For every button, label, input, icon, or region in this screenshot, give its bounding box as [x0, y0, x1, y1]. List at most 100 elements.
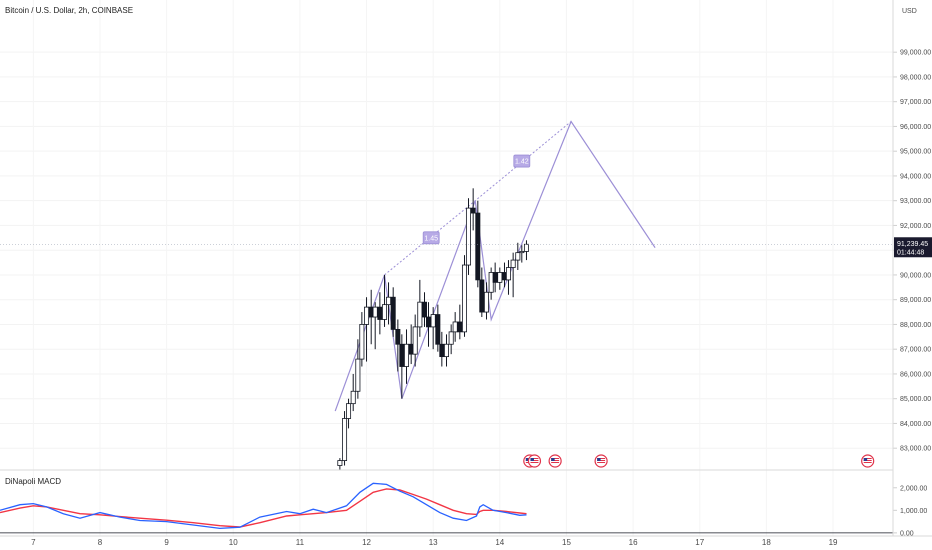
flag-icon-canton [525, 458, 530, 461]
candle[interactable] [412, 314, 418, 367]
candle[interactable] [417, 279, 423, 337]
candle[interactable] [457, 304, 463, 340]
candle-body [515, 252, 521, 261]
price-tick-label: 83,000.00 [900, 446, 931, 453]
price-tick-label: 97,000.00 [900, 99, 931, 106]
candle-body [448, 331, 454, 345]
candles[interactable] [0, 188, 893, 471]
candle[interactable] [488, 267, 494, 300]
candle[interactable] [408, 324, 414, 365]
candle-body [364, 306, 370, 325]
pattern-ratio-box[interactable] [422, 231, 440, 245]
candle[interactable] [422, 292, 428, 327]
candle[interactable] [377, 292, 383, 335]
macd-tick-label: 1,000.00 [900, 508, 927, 515]
candle[interactable] [346, 398, 352, 429]
time-tick-label: 11 [296, 538, 305, 547]
flag-icon-canton [530, 458, 534, 461]
candle-body [342, 418, 348, 461]
candle[interactable] [461, 255, 467, 337]
last-price-box [894, 237, 932, 258]
candle[interactable] [368, 289, 374, 345]
event-markers[interactable] [523, 454, 875, 468]
candle[interactable] [386, 282, 392, 325]
candle-body [492, 272, 498, 283]
candle[interactable] [452, 312, 458, 342]
candle[interactable] [523, 240, 529, 261]
candle[interactable] [470, 188, 476, 231]
us-flag-event-icon[interactable] [861, 454, 875, 468]
candle-body [488, 272, 494, 293]
us-flag-event-icon[interactable] [548, 454, 562, 468]
pattern-ratio-label: 1.45 [424, 235, 438, 242]
candle[interactable] [479, 267, 485, 318]
candle-body [386, 296, 392, 306]
candle-body [519, 251, 525, 254]
pattern-ratio-box[interactable] [513, 154, 531, 168]
flag-icon-canton [551, 458, 555, 461]
macd-tick-label: 2,000.00 [900, 485, 927, 492]
currency-label[interactable]: USD [902, 8, 917, 15]
time-tick-label: 17 [695, 538, 704, 547]
candle[interactable] [497, 267, 503, 290]
price-tick-label: 86,000.00 [900, 371, 931, 378]
harmonic-pattern[interactable]: 1.45 1.42 [334, 120, 656, 412]
time-tick-label: 18 [762, 538, 771, 547]
candle-body [346, 403, 352, 419]
candle[interactable] [492, 262, 498, 293]
candle[interactable] [465, 198, 471, 275]
candle[interactable] [435, 304, 441, 352]
macd-line[interactable] [0, 482, 527, 530]
candle-body [412, 326, 418, 355]
candle-body [377, 306, 383, 320]
candle-body [457, 321, 463, 333]
candle-body [479, 279, 485, 313]
pattern-ratio-label: 1.42 [515, 159, 529, 166]
candle[interactable] [426, 302, 432, 347]
candle[interactable] [337, 458, 343, 471]
candle[interactable] [505, 260, 511, 295]
flag-icon-canton [597, 458, 601, 461]
candle[interactable] [483, 282, 489, 320]
candle-body [465, 207, 471, 266]
macd-signal-line[interactable] [0, 488, 527, 528]
time-tick-label: 15 [562, 538, 571, 547]
price-tick-label: 84,000.00 [900, 421, 931, 428]
price-tick-label: 95,000.00 [900, 149, 931, 156]
macd-pane[interactable] [0, 482, 897, 534]
candle[interactable] [519, 245, 525, 263]
candle-body [395, 328, 401, 345]
candle[interactable] [382, 274, 388, 327]
us-flag-event-icon[interactable] [594, 454, 608, 468]
candle-body [382, 304, 388, 320]
candle[interactable] [430, 307, 436, 350]
candle[interactable] [342, 411, 348, 466]
candle-body [501, 272, 507, 281]
price-tick-label: 89,000.00 [900, 297, 931, 304]
time-tick-label: 10 [229, 538, 238, 547]
candle-body [430, 314, 436, 328]
candle[interactable] [359, 312, 365, 367]
candle[interactable] [390, 287, 396, 337]
pattern-ratio-line[interactable] [384, 121, 572, 276]
flag-icon-stripe [530, 458, 539, 459]
candle-body [355, 358, 361, 392]
candle-body [483, 291, 489, 313]
candle[interactable] [395, 319, 401, 372]
candle[interactable] [364, 297, 370, 362]
candle[interactable] [439, 331, 445, 367]
candle[interactable] [372, 302, 378, 350]
candle[interactable] [443, 334, 449, 367]
candle[interactable] [399, 334, 405, 399]
candle-body [390, 296, 396, 330]
candle-body [372, 306, 378, 318]
candle[interactable] [350, 373, 356, 412]
candle[interactable] [404, 329, 410, 384]
candle[interactable] [515, 242, 521, 270]
candle[interactable] [448, 324, 454, 355]
candle[interactable] [355, 339, 361, 399]
flag-icon-stripe [530, 460, 539, 461]
candle[interactable] [510, 252, 516, 298]
us-flag-event-icon[interactable] [527, 454, 542, 468]
